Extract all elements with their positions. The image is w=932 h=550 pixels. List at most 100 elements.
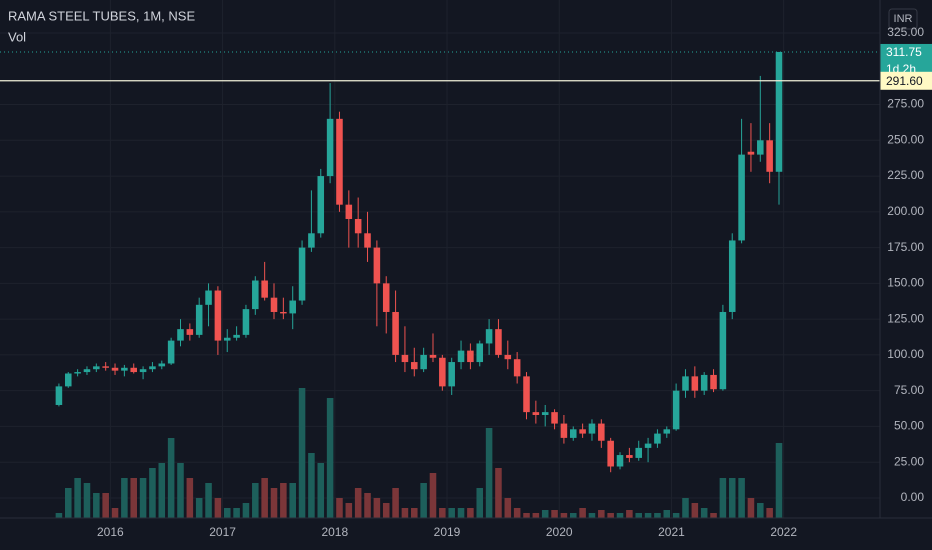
volume-bar (64, 488, 72, 518)
volume-bar (710, 513, 717, 518)
candle-body (167, 340, 175, 364)
volume-bar (214, 498, 222, 518)
candle-body (336, 118, 343, 205)
candle-body (626, 455, 633, 458)
candle-body (83, 369, 91, 373)
candle-body (560, 423, 568, 438)
y-tick-label: 25.00 (894, 454, 924, 468)
volume-bar (102, 493, 109, 518)
volume-bar (392, 488, 399, 518)
candle-body (439, 357, 446, 387)
candle-body (757, 140, 764, 155)
currency-label[interactable]: INR (894, 13, 913, 25)
y-tick-label: 100.00 (887, 347, 924, 361)
candle-body (354, 218, 362, 234)
volume-bar (719, 478, 727, 518)
candle-body (214, 290, 222, 341)
volume-bar (588, 513, 596, 518)
candle-body (747, 151, 755, 155)
volume-bar (579, 508, 586, 518)
volume-bar (672, 513, 680, 518)
volume-bar (111, 508, 119, 518)
x-tick-label: 2022 (770, 525, 797, 539)
volume-bar (757, 503, 764, 518)
y-tick-label: 250.00 (887, 132, 924, 146)
candle-body (523, 376, 530, 413)
candle-body (364, 233, 371, 248)
candle-body (672, 390, 680, 430)
volume-bar (682, 498, 689, 518)
volume-bar (177, 463, 184, 518)
candle-body (448, 362, 455, 387)
candle-body (270, 297, 278, 312)
volume-bar (345, 503, 353, 518)
candle-body (242, 309, 250, 335)
volume-bar (364, 493, 371, 518)
volume-bar (139, 478, 147, 518)
candle-body (233, 334, 240, 338)
x-tick-label: 2017 (209, 525, 236, 539)
volume-bar (261, 478, 268, 518)
volume-bar (298, 388, 306, 518)
volume-bar (252, 483, 259, 518)
candle-body (513, 359, 521, 377)
candle-body (588, 423, 596, 434)
indicator-label: Vol (8, 29, 26, 44)
volume-bar (513, 508, 521, 518)
volume-bar (354, 488, 362, 518)
volume-bar (598, 510, 605, 518)
candle-body (111, 367, 119, 371)
volume-bar (616, 513, 624, 518)
candle-body (121, 367, 128, 371)
candle-body (308, 233, 315, 248)
candle-body (775, 51, 783, 172)
volume-bar (411, 508, 418, 518)
volume-bar (242, 503, 250, 518)
candle-body (345, 204, 353, 219)
volume-bar (55, 513, 63, 518)
candle-body (728, 240, 736, 312)
volume-bar (607, 513, 614, 518)
price-line-label: 291.60 (886, 74, 923, 88)
candle-body (252, 280, 259, 310)
candle-body (654, 433, 661, 444)
candle-body (382, 283, 390, 312)
candle-body (401, 354, 409, 363)
volume-bar (663, 510, 671, 518)
y-tick-label: 75.00 (894, 383, 924, 397)
volume-bar (439, 508, 446, 518)
y-tick-label: 175.00 (887, 240, 924, 254)
candle-body (420, 354, 427, 370)
volume-bar (457, 508, 465, 518)
price-line-box (880, 71, 932, 90)
candle-body (158, 363, 166, 367)
currency-box[interactable] (888, 8, 918, 30)
candles (55, 51, 783, 473)
volume-bar (476, 488, 484, 518)
x-tick-label: 2020 (546, 525, 573, 539)
volume-bar (738, 478, 745, 518)
candle-body (130, 367, 138, 373)
candle-body (411, 362, 418, 370)
x-tick-label: 2018 (321, 525, 348, 539)
volume-bar (541, 510, 549, 518)
volume-bar (158, 463, 166, 518)
candle-body (719, 311, 727, 390)
candle-body (289, 300, 296, 314)
candle-body (326, 118, 334, 177)
volume-bar (270, 488, 278, 518)
candle-body (476, 343, 484, 363)
candle-body (457, 350, 465, 363)
y-tick-label: 275.00 (887, 97, 924, 111)
x-tick-label: 2021 (658, 525, 685, 539)
candle-body (186, 329, 194, 335)
volume-bar (504, 498, 512, 518)
volume-bar (336, 498, 343, 518)
y-tick-label: 50.00 (894, 419, 924, 433)
volume-bar (654, 513, 661, 518)
candle-body (541, 412, 549, 415)
volume-bar (766, 508, 773, 518)
volume-bar (373, 498, 381, 518)
